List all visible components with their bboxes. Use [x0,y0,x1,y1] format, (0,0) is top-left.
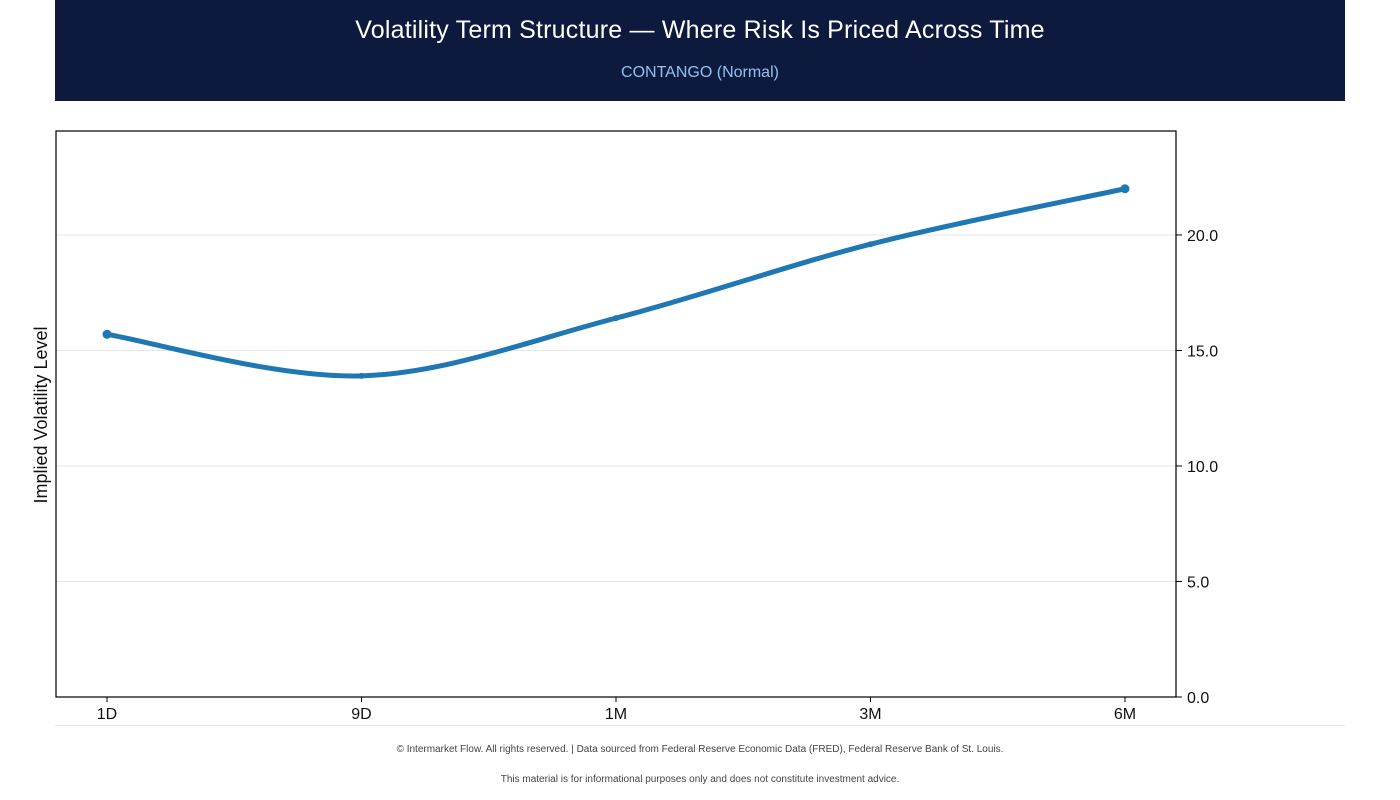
x-tick-label: 6M [1114,706,1136,723]
x-tick-label: 3M [859,706,881,723]
footer-divider [55,725,1345,726]
plot-frame [55,130,1177,698]
data-point [358,372,365,379]
series-points [102,184,1130,379]
y-tick-label: 20.0 [1187,228,1218,245]
x-tick-label: 1D [97,706,117,723]
footer-disclaimer: This material is for informational purpo… [500,774,900,785]
y-axis-label: Implied Volatility Level [31,326,51,503]
x-axis: 1D 9D 1M 3M 6M [97,697,1136,723]
regime-label: CONTANGO (Normal) [621,64,779,81]
chart-title: Volatility Term Structure — Where Risk I… [355,16,1045,44]
series-line [104,186,1128,379]
data-point [613,315,619,322]
header-banner: Volatility Term Structure — Where Risk I… [55,0,1345,101]
x-tick-label: 1M [605,706,627,723]
y-axis: 0.0 5.0 10.0 15.0 20.0 [1176,228,1218,707]
data-point [1120,184,1130,194]
y-tick-label: 5.0 [1187,574,1209,591]
y-tick-label: 15.0 [1187,343,1218,360]
x-tick-label: 9D [351,706,371,723]
data-point [102,329,112,339]
y-tick-label: 10.0 [1187,459,1218,476]
footer-copyright: © Intermarket Flow. All rights reserved.… [396,744,1004,755]
gridlines [56,234,1176,582]
data-point [867,241,874,248]
y-tick-label: 0.0 [1187,690,1209,707]
